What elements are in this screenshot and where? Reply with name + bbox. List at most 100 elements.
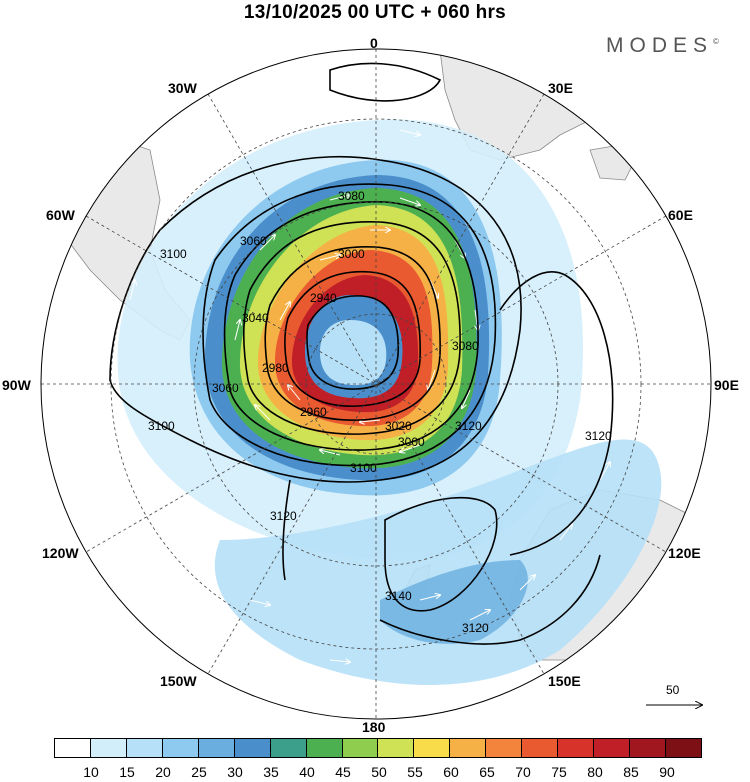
- contour-label: 3100: [350, 461, 377, 475]
- colorbar-swatch: [449, 739, 486, 757]
- colorbar-tick-label: 60: [443, 764, 459, 780]
- wind-vector: [319, 255, 340, 261]
- colorbar-swatch: [521, 739, 558, 757]
- wind-vector: [255, 405, 271, 421]
- reference-vector-label: 50: [666, 683, 680, 697]
- lon-label-90w: 90W: [2, 377, 32, 393]
- contour-label: 2980: [262, 361, 289, 375]
- colorbar-tick-label: 90: [659, 764, 675, 780]
- map-interior: 3080 3100 3060 3040 3000 2940 2980 3080 …: [41, 49, 711, 719]
- wind-vector: [279, 302, 290, 321]
- contour-3040: [242, 221, 461, 435]
- wind-vector: [462, 389, 471, 408]
- colorbar-tick-label: 85: [623, 764, 639, 780]
- meridian-60w-120e: [85, 215, 667, 553]
- colorbar-tick-label: 75: [551, 764, 567, 780]
- contour-label: 3060: [212, 381, 239, 395]
- wind-vector: [259, 235, 275, 251]
- colorbar-swatch: [485, 739, 522, 757]
- contour-label: 3120: [270, 509, 297, 523]
- map-boundary: [40, 48, 712, 720]
- wind-vector: [419, 595, 440, 601]
- wind-vector: [400, 444, 421, 452]
- lon-label-60w: 60W: [46, 207, 76, 223]
- colorbar-tick-label: 15: [119, 764, 135, 780]
- colorbar-tick-label: 25: [191, 764, 207, 780]
- contour-label: 3120: [585, 429, 612, 443]
- wind-vector: [329, 195, 350, 201]
- colorbar-swatch: [125, 739, 162, 757]
- contour-label: 3100: [148, 419, 175, 433]
- wind-vector: [249, 599, 270, 605]
- colorbar-tick-label: 10: [83, 764, 99, 780]
- lon-label-30w: 30W: [168, 80, 198, 96]
- colorbar-tick-label: 20: [155, 764, 171, 780]
- wind-vector: [360, 420, 381, 422]
- colorbar-tick-label: 65: [479, 764, 495, 780]
- colorbar-swatch: [89, 739, 126, 757]
- colorbar-tick-label: 55: [407, 764, 423, 780]
- meridian-30e-150w: [207, 93, 545, 675]
- wind-vector: [229, 125, 250, 131]
- colorbar-swatch: [305, 739, 342, 757]
- contour-label: 3060: [240, 234, 267, 248]
- wind-vector: [469, 610, 490, 621]
- colorbar-swatch: [629, 739, 665, 757]
- madagascar-landmass: [589, 144, 636, 181]
- colorbar-swatch: [233, 739, 270, 757]
- modes-logo: MODES©: [606, 34, 719, 57]
- colorbar-swatch: [664, 739, 701, 757]
- pacific-jet-core: [380, 560, 528, 644]
- lon-label-60e: 60E: [668, 207, 693, 223]
- contour-label: 3120: [462, 621, 489, 635]
- lon-label-90e: 90E: [714, 377, 739, 393]
- colorbar-swatch: [341, 739, 378, 757]
- contour-label: 3140: [385, 589, 412, 603]
- wind-vector: [399, 129, 420, 135]
- lon-label-120e: 120E: [668, 545, 701, 561]
- contour-3120-east: [499, 271, 614, 556]
- colorbar-tick-label: 80: [587, 764, 603, 780]
- contour-3120-australia: [379, 554, 601, 645]
- wind-vector: [288, 385, 301, 401]
- graticule: [41, 49, 711, 719]
- colorbar-swatch: [55, 739, 90, 757]
- lon-label-30e: 30E: [548, 80, 573, 96]
- map-title: 13/10/2025 00 UTC + 060 hrs: [243, 2, 507, 23]
- wind-vector: [428, 369, 436, 390]
- wind-speed-colorbar: [54, 738, 702, 758]
- wind-vector: [559, 524, 572, 541]
- contour-3120-south: [282, 479, 291, 581]
- wind-vector: [399, 197, 420, 205]
- contour-3000: [264, 245, 441, 421]
- wind-vector: [320, 450, 341, 456]
- contour-label: 3080: [338, 189, 365, 203]
- contour-label: 2960: [300, 405, 327, 419]
- colorbar-tick-label: 45: [335, 764, 351, 780]
- contour-label: 3100: [160, 247, 187, 261]
- contour-label: 3120: [455, 419, 482, 433]
- contour-3080-north: [329, 62, 442, 102]
- colorbar-tick-label: 35: [263, 764, 279, 780]
- colorbar-tick-label: 40: [299, 764, 315, 780]
- contour-label: 3020: [385, 419, 412, 433]
- wind-vector: [329, 660, 350, 662]
- contour-labels: 3080 3100 3060 3040 3000 2940 2980 3080 …: [148, 189, 612, 635]
- contour-2960: [284, 270, 422, 407]
- wind-vector: [599, 462, 610, 481]
- colorbar-swatch: [593, 739, 629, 757]
- colorbar-swatch: [377, 739, 414, 757]
- colorbar-swatch: [161, 739, 198, 757]
- pacific-jet-band: [214, 439, 662, 685]
- meridian-30w-150e: [207, 93, 545, 675]
- height-contours: [109, 62, 614, 645]
- colorbar-swatch: [557, 739, 594, 757]
- contour-3140-loop: [384, 496, 498, 612]
- colorbar-swatch: [269, 739, 306, 757]
- colorbar-swatch: [413, 739, 450, 757]
- meridian-60e-120w: [85, 215, 667, 553]
- contour-label: 3000: [398, 435, 425, 449]
- polar-vortex-core: [320, 320, 387, 386]
- lon-label-180: 180: [362, 719, 386, 735]
